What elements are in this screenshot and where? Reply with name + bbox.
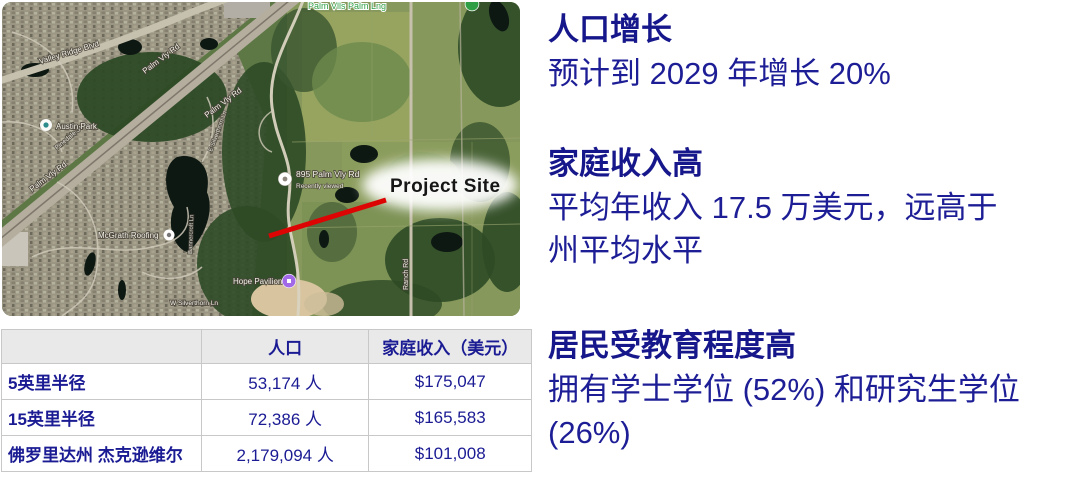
section-text-line: 预计到 2029 年增长 20% [548,56,891,91]
table-row: 15英里半径 72,386 人 $165,583 [1,399,532,436]
table-row: 佛罗里达州 杰克逊维尔 2,179,094 人 $101,008 [1,435,532,472]
road-label-bannercroft: Bannercroft Ln [188,215,195,255]
address-marker-dot-icon [282,176,288,182]
demographics-table: 人口 家庭收入（美元） 5英里半径 53,174 人 $175,047 15英里… [1,329,532,472]
venue-marker-glyph-icon [287,279,291,283]
section-text-line: (26%) [548,415,631,450]
marker-sublabel-recently-viewed: Recently viewed [296,183,344,190]
facts-panel: 人口增长 预计到 2029 年增长 20% 家庭收入高 平均年收入 17.5 万… [548,0,1066,454]
park-marker-dot-icon [43,122,49,128]
project-site-map: Project Site Valley Ridge Blvd Palm Vly … [2,2,520,316]
section-text-line: 州平均水平 [548,233,703,268]
satellite-map-image: Project Site Valley Ridge Blvd Palm Vly … [2,2,520,316]
income-15mile: $165,583 [368,399,532,436]
section-title: 居民受教育程度高 [548,328,796,363]
section-title: 家庭收入高 [548,146,703,181]
header-area [1,329,202,364]
road-label-ranch: Ranch Rd [403,259,410,290]
population-15mile: 72,386 人 [200,399,370,436]
table-row: 5英里半径 53,174 人 $175,047 [1,363,532,400]
project-site-annotation: Project Site [268,159,518,239]
row-label-5mile: 5英里半径 [1,363,202,400]
section-education: 居民受教育程度高 拥有学士学位 (52%) 和研究生学位 (26%) [548,324,1066,454]
marker-label-895-palm-vly: 895 Palm Vly Rd [296,169,360,179]
road-label-silverthorn-w: W Silverthorn Ln [170,300,218,307]
table-header-row: 人口 家庭收入（美元） [1,329,532,364]
row-label-jacksonville: 佛罗里达州 杰克逊维尔 [1,435,202,472]
park-pin-icon [464,2,480,12]
section-title: 人口增长 [548,12,672,47]
section-text-line: 拥有学士学位 (52%) 和研究生学位 [548,372,1020,407]
business-marker-dot-icon [166,232,172,238]
income-5mile: $175,047 [368,363,532,400]
section-population-growth: 人口增长 预计到 2029 年增长 20% [548,8,1066,95]
income-jacksonville: $101,008 [368,435,532,472]
population-jacksonville: 2,179,094 人 [200,435,370,472]
project-site-pointer-line [268,197,387,239]
section-household-income: 家庭收入高 平均年收入 17.5 万美元，远高于 州平均水平 [548,142,1066,272]
label-glow [362,159,518,211]
marker-label-austin-park: Austin Park [56,122,98,131]
header-population: 人口 [200,329,370,364]
project-site-label: Project Site [390,176,501,197]
marker-label-hope-pavilion: Hope Pavilion [233,277,282,286]
population-5mile: 53,174 人 [200,363,370,400]
header-income: 家庭收入（美元） [368,329,532,364]
section-text-line: 平均年收入 17.5 万美元，远高于 [548,190,998,225]
marker-label-mcgrath: McGrath Roofing [98,231,158,240]
place-label-palm-vlls: Palm Vlls Palm Lng [308,2,386,11]
row-label-15mile: 15英里半径 [1,399,202,436]
